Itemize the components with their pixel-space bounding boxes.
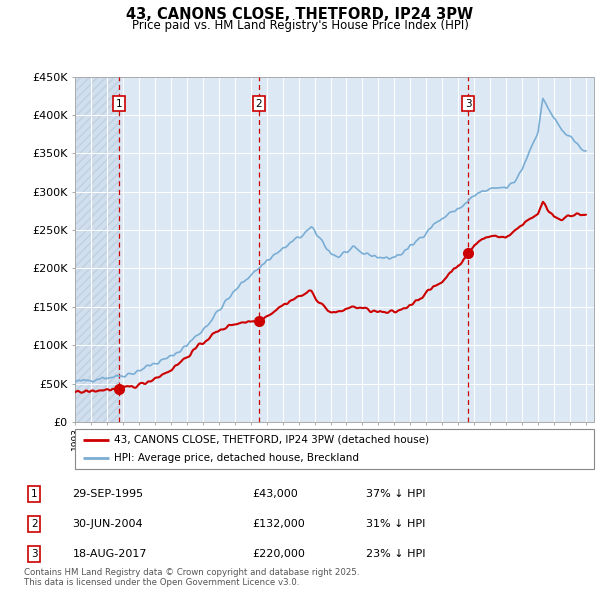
Text: 29-SEP-1995: 29-SEP-1995	[73, 489, 143, 499]
Text: £132,000: £132,000	[252, 519, 305, 529]
Text: 30-JUN-2004: 30-JUN-2004	[73, 519, 143, 529]
Text: 43, CANONS CLOSE, THETFORD, IP24 3PW: 43, CANONS CLOSE, THETFORD, IP24 3PW	[127, 7, 473, 22]
Text: £220,000: £220,000	[252, 549, 305, 559]
Text: 2: 2	[256, 99, 262, 109]
Text: 43, CANONS CLOSE, THETFORD, IP24 3PW (detached house): 43, CANONS CLOSE, THETFORD, IP24 3PW (de…	[114, 435, 429, 445]
Text: 23% ↓ HPI: 23% ↓ HPI	[366, 549, 425, 559]
Bar	[75, 77, 119, 422]
Text: 2: 2	[31, 519, 38, 529]
Text: 18-AUG-2017: 18-AUG-2017	[73, 549, 147, 559]
Text: 1: 1	[116, 99, 122, 109]
FancyBboxPatch shape	[75, 429, 594, 469]
Text: 1: 1	[31, 489, 38, 499]
Text: HPI: Average price, detached house, Breckland: HPI: Average price, detached house, Brec…	[114, 453, 359, 463]
Text: £43,000: £43,000	[252, 489, 298, 499]
Text: Price paid vs. HM Land Registry's House Price Index (HPI): Price paid vs. HM Land Registry's House …	[131, 19, 469, 32]
Text: 3: 3	[465, 99, 472, 109]
Text: 37% ↓ HPI: 37% ↓ HPI	[366, 489, 425, 499]
Text: 3: 3	[31, 549, 38, 559]
Text: Contains HM Land Registry data © Crown copyright and database right 2025.
This d: Contains HM Land Registry data © Crown c…	[24, 568, 359, 587]
Text: 31% ↓ HPI: 31% ↓ HPI	[366, 519, 425, 529]
Bar	[75, 77, 119, 422]
